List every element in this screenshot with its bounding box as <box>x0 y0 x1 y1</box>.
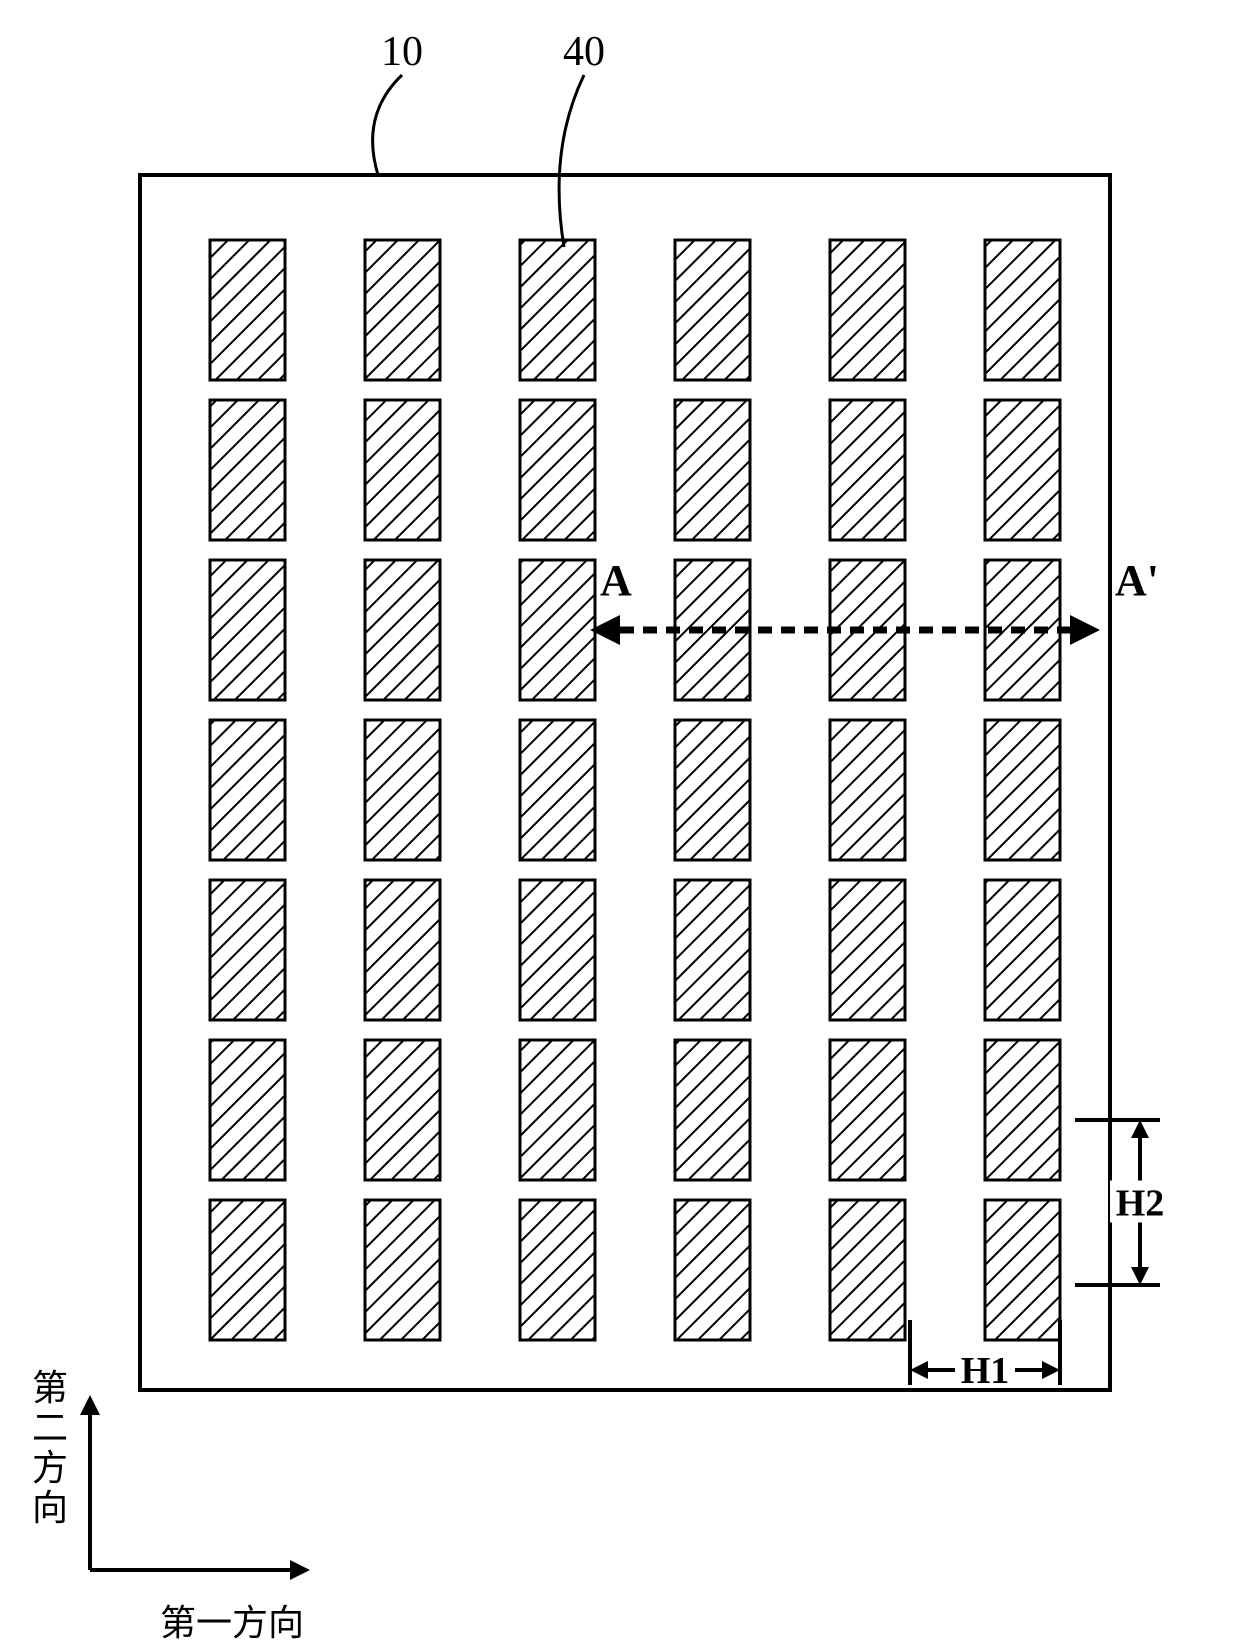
unit-cell <box>675 240 750 380</box>
dim-h1-arrow-r <box>1042 1361 1060 1379</box>
dim-h2-arrow-b <box>1131 1267 1149 1285</box>
unit-cell <box>985 880 1060 1020</box>
unit-cell <box>365 720 440 860</box>
callout-10-leader <box>373 75 402 175</box>
dim-h1-arrow-l <box>910 1361 928 1379</box>
unit-cell <box>520 1200 595 1340</box>
diagram-canvas: 10 40 A A' H1 H2 第二方向第一方向 <box>0 0 1240 1647</box>
unit-cell <box>520 400 595 540</box>
unit-cell <box>830 560 905 700</box>
dim-h2-label: H2 <box>1116 1183 1165 1225</box>
axis-horizontal-arrow <box>290 1560 310 1580</box>
axis-h-label: 第一方向 <box>160 1603 304 1643</box>
callout-40-label: 40 <box>563 29 605 75</box>
unit-cell <box>365 1200 440 1340</box>
unit-cell <box>985 1200 1060 1340</box>
unit-cell <box>520 1040 595 1180</box>
unit-cell <box>210 1040 285 1180</box>
unit-cell <box>210 720 285 860</box>
unit-cell <box>365 240 440 380</box>
unit-cell <box>675 880 750 1020</box>
unit-cell <box>985 720 1060 860</box>
unit-cell <box>830 240 905 380</box>
unit-cell <box>210 400 285 540</box>
axis-v-label-char: 第 <box>32 1368 68 1408</box>
unit-cell <box>210 880 285 1020</box>
dim-h2-arrow-t <box>1131 1120 1149 1138</box>
unit-cell <box>675 400 750 540</box>
unit-cell <box>520 240 595 380</box>
unit-cell <box>985 240 1060 380</box>
unit-cell <box>365 400 440 540</box>
axis-vertical-arrow <box>80 1395 100 1415</box>
dim-h1-label: H1 <box>961 1350 1010 1392</box>
diagram-svg: 10 40 A A' H1 H2 第二方向第一方向 <box>0 0 1240 1647</box>
unit-cell <box>210 560 285 700</box>
unit-cell <box>520 560 595 700</box>
unit-cell <box>675 720 750 860</box>
section-arrow-right <box>1070 615 1100 645</box>
section-label-a-prime: A' <box>1115 556 1159 605</box>
unit-cell <box>830 720 905 860</box>
unit-cell <box>830 1200 905 1340</box>
section-label-a: A <box>600 556 632 605</box>
unit-cell <box>365 560 440 700</box>
unit-cell <box>830 880 905 1020</box>
unit-cell <box>210 1200 285 1340</box>
unit-cell <box>520 720 595 860</box>
unit-cell <box>830 400 905 540</box>
unit-cell <box>675 1040 750 1180</box>
callout-10-label: 10 <box>381 29 423 75</box>
axis-v-label-char: 向 <box>32 1488 68 1528</box>
unit-cell <box>985 1040 1060 1180</box>
unit-cell <box>520 880 595 1020</box>
unit-cell <box>365 1040 440 1180</box>
unit-cell <box>365 880 440 1020</box>
callout-40-leader <box>559 75 584 247</box>
unit-cell <box>210 240 285 380</box>
unit-cell <box>830 1040 905 1180</box>
unit-cell <box>985 400 1060 540</box>
unit-cell <box>675 1200 750 1340</box>
axis-v-label-char: 二 <box>32 1408 68 1448</box>
axis-v-label-char: 方 <box>32 1448 68 1488</box>
